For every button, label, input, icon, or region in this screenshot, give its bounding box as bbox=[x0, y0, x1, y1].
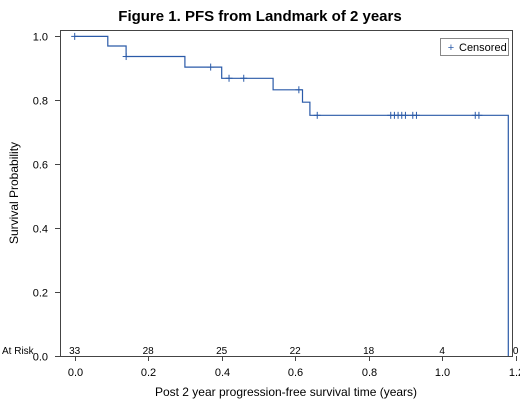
x-tick-label: 1.0 bbox=[435, 367, 450, 379]
x-axis-label: Post 2 year progression-free survival ti… bbox=[155, 385, 417, 399]
x-tick-label: 0.0 bbox=[68, 367, 83, 379]
at-risk-count: 4 bbox=[439, 346, 445, 357]
y-axis-label: Survival Probability bbox=[7, 142, 21, 244]
x-tick-label: 0.8 bbox=[362, 367, 377, 379]
x-tick-label: 0.6 bbox=[288, 367, 303, 379]
censor-mark bbox=[313, 111, 321, 119]
at-risk-count: 33 bbox=[69, 346, 81, 357]
plot-frame bbox=[60, 30, 513, 357]
censor-mark bbox=[225, 74, 233, 82]
y-tick-label: 1.0 bbox=[33, 32, 48, 44]
y-tick-label: 0.6 bbox=[33, 160, 48, 172]
y-tick-label: 0.2 bbox=[33, 288, 48, 300]
y-tick-label: 0.4 bbox=[33, 224, 48, 236]
x-tick-label: 1.2 bbox=[509, 367, 520, 379]
legend-censor-symbol: + bbox=[448, 42, 454, 54]
legend-censor-label: Censored bbox=[459, 42, 507, 54]
at-risk-count: 18 bbox=[363, 346, 375, 357]
chart-title: Figure 1. PFS from Landmark of 2 years bbox=[118, 8, 401, 25]
x-tick-label: 0.2 bbox=[141, 367, 156, 379]
legend-box bbox=[440, 38, 509, 56]
censor-mark bbox=[295, 86, 303, 94]
at-risk-row: At Risk 33 28 25 22 18 4 0 bbox=[2, 346, 519, 357]
survival-curve bbox=[74, 35, 509, 356]
censor-mark bbox=[122, 53, 130, 61]
x-axis: 0.0 0.2 0.4 0.6 0.8 1.0 1.2 bbox=[68, 356, 520, 379]
censor-mark bbox=[71, 32, 79, 40]
censor-mark bbox=[401, 111, 409, 119]
at-risk-label: At Risk bbox=[2, 346, 35, 357]
y-tick-label: 0.0 bbox=[33, 352, 48, 364]
censor-mark bbox=[475, 111, 483, 119]
at-risk-count: 25 bbox=[216, 346, 228, 357]
x-tick-label: 0.4 bbox=[215, 367, 230, 379]
at-risk-count: 0 bbox=[513, 346, 519, 357]
censor-marks bbox=[71, 32, 483, 119]
censor-mark bbox=[412, 111, 420, 119]
at-risk-count: 22 bbox=[290, 346, 302, 357]
legend: + Censored bbox=[440, 38, 509, 56]
censor-mark bbox=[240, 74, 248, 82]
y-tick-label: 0.8 bbox=[33, 96, 48, 108]
at-risk-count: 28 bbox=[143, 346, 155, 357]
censor-mark bbox=[207, 63, 215, 71]
y-axis: 0.0 0.2 0.4 0.6 0.8 1.0 bbox=[33, 32, 60, 364]
